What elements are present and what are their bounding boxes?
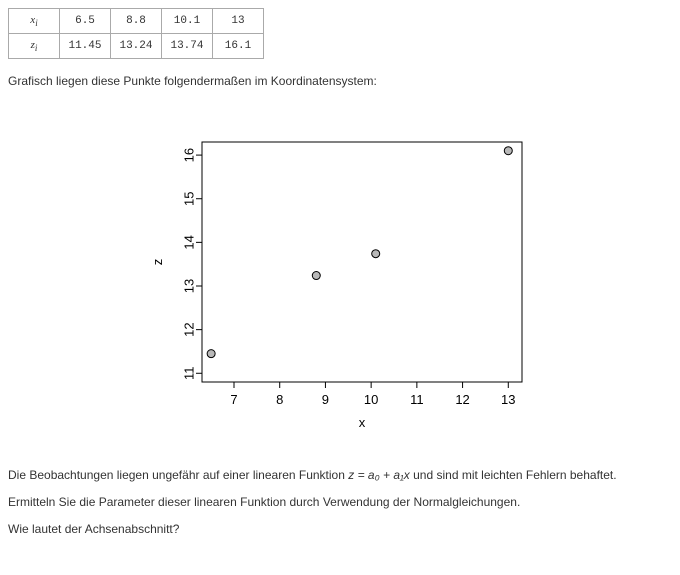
cell: 8.8 — [111, 9, 162, 34]
table-row: xi 6.5 8.8 10.1 13 — [9, 9, 264, 34]
cell: 10.1 — [162, 9, 213, 34]
svg-text:z: z — [150, 259, 165, 266]
scatter-chart: 7 8 9 10 11 12 13 11 12 13 14 15 16 x z — [147, 130, 534, 437]
intro-text: Grafisch liegen diese Punkte folgenderma… — [8, 73, 672, 90]
cell: 13.24 — [111, 34, 162, 59]
chart-container: 7 8 9 10 11 12 13 11 12 13 14 15 16 x z — [8, 130, 672, 437]
svg-text:12: 12 — [455, 392, 469, 407]
cell: 13.74 — [162, 34, 213, 59]
svg-text:10: 10 — [363, 392, 377, 407]
task-text: Ermitteln Sie die Parameter dieser linea… — [8, 494, 672, 511]
data-table: xi 6.5 8.8 10.1 13 zi 11.45 13.24 13.74 … — [8, 8, 264, 59]
table-row: zi 11.45 13.24 13.74 16.1 — [9, 34, 264, 59]
svg-text:13: 13 — [501, 392, 515, 407]
svg-text:8: 8 — [276, 392, 283, 407]
svg-text:12: 12 — [181, 323, 196, 337]
svg-text:7: 7 — [230, 392, 237, 407]
cell: 11.45 — [60, 34, 111, 59]
equation: z = a₀ + a₁x — [348, 468, 410, 482]
svg-text:11: 11 — [410, 392, 424, 407]
question-text: Wie lautet der Achsenabschnitt? — [8, 521, 672, 538]
svg-text:15: 15 — [181, 192, 196, 206]
svg-text:9: 9 — [321, 392, 328, 407]
svg-text:11: 11 — [181, 367, 196, 381]
cell: 6.5 — [60, 9, 111, 34]
svg-text:13: 13 — [181, 279, 196, 293]
svg-text:14: 14 — [181, 235, 196, 249]
svg-text:x: x — [358, 415, 365, 430]
observation-text: Die Beobachtungen liegen ungefähr auf ei… — [8, 467, 672, 484]
cell: 13 — [213, 9, 264, 34]
row-header-z: zi — [9, 34, 60, 59]
svg-text:16: 16 — [181, 148, 196, 162]
cell: 16.1 — [213, 34, 264, 59]
row-header-x: xi — [9, 9, 60, 34]
